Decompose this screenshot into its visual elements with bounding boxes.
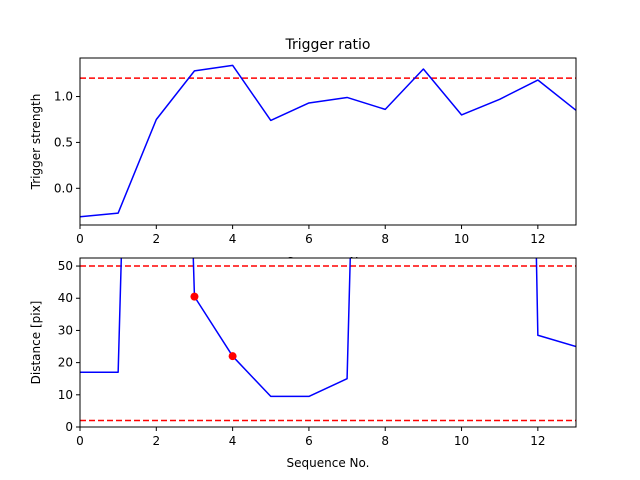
plot-frame xyxy=(79,57,577,226)
distance-chart: 0 2 4 6 8 10 12 0 10 20 30 40 50 Sequence No. Dista… xyxy=(29,257,577,470)
y-tick-label: 0.0 xyxy=(54,181,73,195)
series-line-0 xyxy=(80,258,576,398)
plot-background xyxy=(80,258,576,427)
y-tick-label: 20 xyxy=(58,356,73,370)
y-axis-label: Trigger strength xyxy=(29,94,43,191)
x-tick-label: 0 xyxy=(76,232,84,246)
x-tick-label: 2 xyxy=(152,434,160,448)
chart-title: Trigger ratio xyxy=(284,37,370,53)
y-tick-label: 0 xyxy=(65,420,73,434)
y-tick-label: 30 xyxy=(58,323,73,337)
x-tick-label: 10 xyxy=(454,434,469,448)
y-tick-label: 50 xyxy=(58,259,73,273)
x-tick-label: 8 xyxy=(381,232,389,246)
x-axis-label: Sequence No. xyxy=(287,456,370,470)
plot-area xyxy=(80,258,576,422)
x-tick-label: 6 xyxy=(305,232,313,246)
data-point-1 xyxy=(228,352,237,361)
x-tick-label: 0 xyxy=(76,434,84,448)
x-ticks: 0 2 4 6 8 10 12 xyxy=(76,225,545,246)
y-axis-label: Distance [pix] xyxy=(29,301,43,385)
x-tick-label: 4 xyxy=(229,232,237,246)
plot-frame xyxy=(79,257,577,428)
y-ticks: 0 10 20 30 40 50 xyxy=(58,259,80,434)
y-tick-label: 40 xyxy=(58,291,73,305)
series-line-0 xyxy=(80,64,576,218)
plot-area xyxy=(80,64,576,218)
x-tick-label: 4 xyxy=(229,434,237,448)
x-tick-label: 8 xyxy=(381,434,389,448)
y-tick-label: 0.5 xyxy=(54,135,73,149)
y-tick-label: 10 xyxy=(58,388,73,402)
x-tick-label: 2 xyxy=(152,232,160,246)
y-ticks: 0.0 0.5 1.0 xyxy=(54,90,80,195)
x-tick-label: 12 xyxy=(530,434,545,448)
x-tick-label: 12 xyxy=(530,232,545,246)
x-tick-label: 10 xyxy=(454,232,469,246)
y-tick-label: 1.0 xyxy=(54,90,73,104)
data-point-0 xyxy=(190,292,199,301)
x-tick-label: 6 xyxy=(305,434,313,448)
x-ticks: 0 2 4 6 8 10 12 xyxy=(76,427,545,448)
